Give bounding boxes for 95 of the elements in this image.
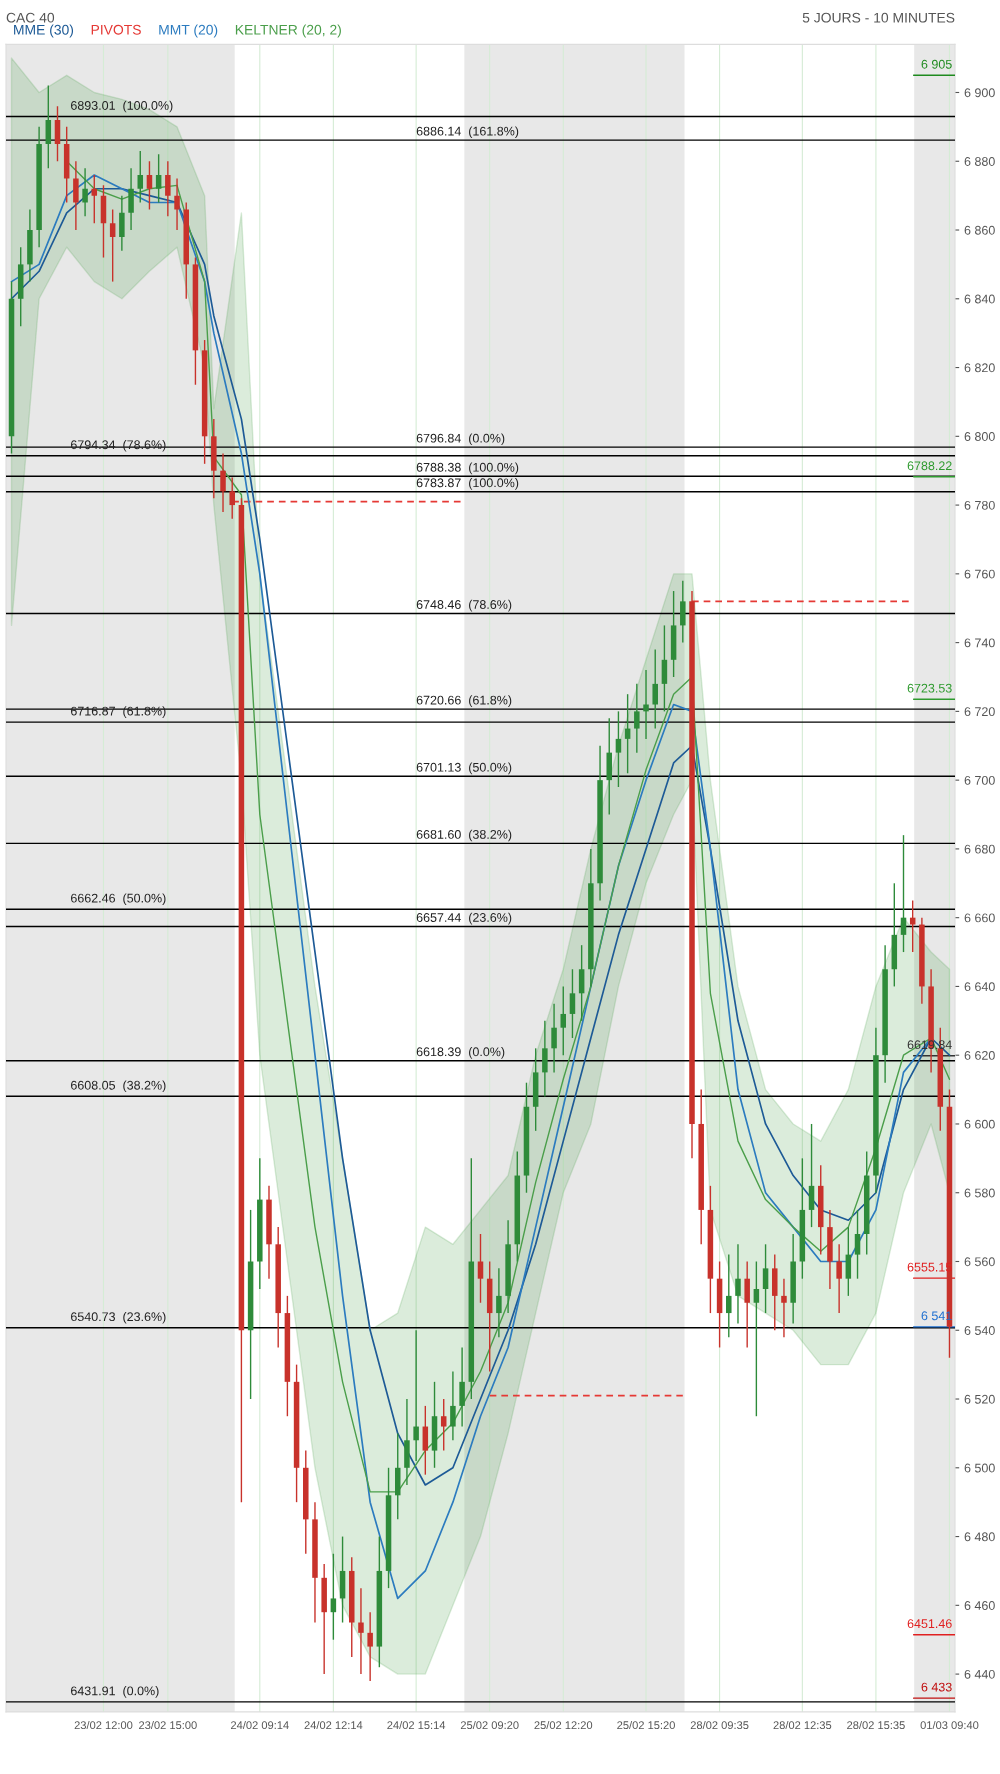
candlestick [91,174,98,224]
y-tick-label: 6 720 [964,707,995,717]
annotation: 6681.60 (38.2%) [416,829,512,842]
candlestick [146,160,153,211]
candlestick [367,1611,373,1682]
y-tick-label: 6 540 [964,1326,995,1335]
candlestick [358,1587,364,1675]
x-tick-label: 23/02 12:00 [74,1720,133,1730]
x-tick-label: 25/02 12:20 [534,1720,593,1730]
ref-line-label: 6723.53 [907,683,952,693]
candlestick [440,1398,447,1452]
x-tick-label: 24/02 15:14 [387,1720,446,1730]
candlestick [413,1329,419,1462]
candlestick [496,1267,502,1338]
text: MME (30) [14,24,74,38]
candlestick [220,452,226,513]
annotation: 6788.38 (100.0%) [416,462,519,475]
ref-line-label: 6 905 [921,59,952,69]
y-tick-label: 6 780 [964,500,995,510]
y-tick-label: 6 820 [964,363,995,373]
annotation: 6657.44 (23.6%) [416,912,512,925]
y-tick-label: 6 560 [964,1257,995,1267]
y-tick-label: 6 680 [964,844,995,854]
y-tick-label: 6 660 [964,913,995,923]
candlestick [137,150,144,204]
candlestick [82,167,88,217]
x-tick-label: 25/02 09:20 [460,1720,519,1730]
candlestick [155,153,162,204]
ref-line-label: 6662.46 (50.0%) [71,893,166,906]
candlestick [762,1243,769,1314]
annotation: 6886.14 (161.8%) [416,126,519,139]
y-tick-label: 6 880 [964,157,995,166]
candlestick [109,208,116,283]
candlestick [174,177,180,231]
annotation: 6618.39 (0.0%) [416,1047,505,1059]
x-tick-label: 25/02 15:20 [617,1720,675,1730]
candlestick [836,1243,842,1314]
candlestick [726,1253,732,1338]
y-tick-label: 6 460 [964,1601,995,1610]
chart-subtitle: 5 JOURS - 10 MINUTES [802,12,955,23]
ref-line-label: 6893.01 (100.0%) [71,100,173,113]
text: PIVOTS [91,24,141,35]
annotation: 6783.87 (100.0%) [416,478,519,490]
y-tick-label: 6 480 [964,1532,995,1542]
y-tick-label: 6 860 [964,225,995,235]
y-tick-label: 6 700 [964,775,995,785]
candlestick [450,1370,456,1441]
y-tick-label: 6 580 [964,1188,995,1198]
ref-line-label: 6608.05 (38.2%) [71,1080,166,1093]
text: KELTNER (20, 2) [235,24,341,38]
candlestick [909,899,916,953]
candlestick [551,1002,557,1074]
y-tick-label: 6 520 [964,1394,995,1404]
ref-line-label: 6 433 [921,1682,952,1692]
candlestick [735,1243,741,1325]
annotation: 6748.46 (78.6%) [416,599,512,612]
annotation: 6701.13 (50.0%) [416,762,512,775]
candlestick [615,710,622,788]
y-tick-label: 6 800 [964,432,995,441]
x-tick-label: 01/03 09:40 [920,1720,979,1730]
y-tick-label: 6 500 [964,1463,995,1473]
candlestick [477,1233,484,1304]
y-tick-label: 6 740 [964,638,995,648]
candlestick [569,968,576,1039]
chart-title: CAC 40 [6,12,55,23]
x-tick-label: 28/02 09:35 [690,1720,749,1730]
ref-line-label: 6540.73 (23.6%) [71,1311,166,1324]
y-tick-label: 6 620 [964,1051,995,1060]
x-tick-label: 28/02 12:35 [773,1720,832,1730]
x-tick-label: 23/02 15:00 [139,1720,197,1730]
x-tick-label: 28/02 15:35 [847,1720,905,1730]
candlestick [652,648,658,730]
y-tick-label: 6 760 [964,569,995,579]
candlestick [165,160,171,217]
candlestick [643,669,649,740]
candlestick [781,1277,787,1338]
ref-line-label: 6451.46 [907,1619,952,1629]
candlestick [560,985,567,1056]
x-tick-label: 24/02 09:14 [231,1720,289,1730]
candlestick [229,476,235,520]
candlestick [330,1553,337,1641]
y-tick-label: 6 440 [964,1669,995,1679]
candlestick [854,1209,861,1280]
x-tick-label: 24/02 12:14 [304,1720,363,1730]
annotation: 6720.66 (61.8%) [416,695,512,708]
candlestick [753,1260,760,1417]
y-tick-label: 6 640 [964,982,995,992]
ref-line-label: 6788.22 [907,461,952,471]
text: MMT (20) [159,24,218,38]
annotation: 6796.84 (0.0%) [416,433,505,446]
ref-line-label: 6431.91 (0.0%) [71,1686,159,1698]
y-tick-label: 6 900 [964,88,995,98]
y-tick-label: 6 600 [964,1119,995,1129]
y-tick-label: 6 840 [964,294,995,304]
candlestick [634,683,640,754]
